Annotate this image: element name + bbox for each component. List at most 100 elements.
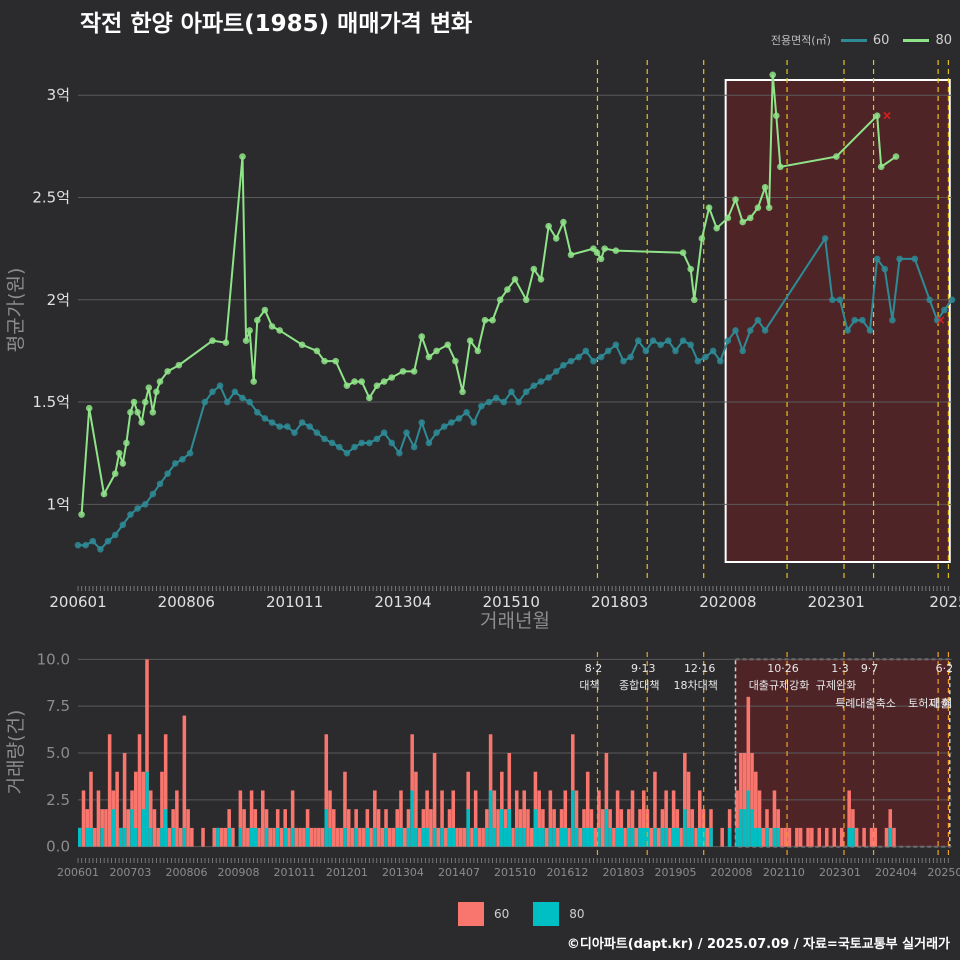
data-point-80: [537, 276, 545, 283]
bar-x-tick-label: 200703: [109, 866, 151, 879]
bar-y-tick-label: 0.0: [46, 838, 70, 856]
bar-60: [358, 827, 362, 847]
bar-80: [675, 827, 680, 847]
bar-80: [343, 827, 347, 847]
data-point-80: [164, 368, 171, 375]
data-point-60: [306, 423, 314, 430]
data-point-80: [444, 341, 452, 349]
bar-80: [597, 827, 601, 847]
data-point-60: [649, 337, 657, 344]
bar-80: [709, 827, 713, 847]
bar-80: [615, 827, 620, 847]
bar-60: [451, 790, 456, 847]
bar-80: [638, 827, 642, 847]
data-point-80: [690, 296, 698, 304]
bar-60: [455, 827, 459, 847]
data-point-60: [709, 347, 717, 355]
bar-x-tick-label: 201304: [382, 866, 424, 879]
bar-x-tick-label: 202008: [710, 866, 752, 879]
bar-80: [641, 827, 646, 847]
bar-60: [436, 827, 441, 847]
bar-80: [518, 827, 523, 847]
data-point-80: [145, 384, 153, 392]
bar-60: [892, 827, 896, 847]
data-point-80: [253, 316, 261, 324]
bar-80: [765, 827, 769, 847]
data-point-80: [418, 333, 426, 340]
bar-60: [268, 827, 273, 847]
data-point-80: [452, 357, 459, 365]
bar-legend-label-80: 80: [569, 907, 585, 921]
data-point-60: [747, 327, 754, 334]
bar-80: [686, 827, 691, 847]
bar-80: [697, 827, 702, 847]
data-point-80: [777, 163, 784, 171]
bar-60: [178, 827, 183, 847]
data-point-80: [769, 71, 777, 79]
event-label: 대출: [930, 697, 950, 710]
bar-60: [810, 827, 814, 847]
event-label: 규제완화: [816, 679, 856, 692]
bar-80: [559, 827, 564, 847]
data-point-60: [246, 398, 253, 406]
x-tick-label: 201011: [266, 593, 323, 611]
data-point-60: [104, 537, 112, 545]
data-point-80: [489, 316, 496, 324]
bar-60: [417, 827, 422, 847]
bar-60: [888, 809, 893, 847]
bar-60: [798, 827, 803, 847]
data-point-60: [821, 235, 829, 242]
bar-60: [559, 809, 564, 847]
bar-60: [556, 827, 560, 847]
bar-60: [839, 827, 844, 847]
bar-60: [384, 809, 388, 847]
data-point-60: [485, 398, 493, 406]
data-point-60: [732, 327, 739, 334]
data-point-80: [123, 439, 130, 447]
data-point-60: [941, 306, 948, 314]
bar-80: [451, 827, 456, 847]
bar-60: [776, 809, 780, 847]
bar-60: [477, 827, 482, 847]
bar-60: [593, 827, 597, 847]
data-point-60: [149, 490, 157, 498]
bar-60: [690, 809, 695, 847]
data-point-60: [276, 423, 283, 430]
bar-60: [470, 827, 474, 847]
bar-80: [253, 827, 258, 847]
data-point-80: [380, 378, 388, 385]
bar-60: [89, 771, 93, 847]
data-point-60: [694, 357, 702, 365]
bar-60: [795, 827, 799, 847]
data-point-60: [201, 398, 209, 406]
bar-60: [619, 809, 624, 847]
bar-80: [772, 827, 777, 847]
data-point-80: [433, 347, 440, 355]
data-point-80: [679, 249, 687, 257]
bar-60: [387, 827, 392, 847]
data-point-60: [448, 419, 455, 426]
data-point-60: [164, 470, 171, 477]
y-tick-label: 3억: [47, 86, 70, 104]
data-point-80: [522, 296, 530, 304]
bar-60: [152, 809, 157, 847]
data-point-80: [332, 357, 340, 365]
data-point-60: [380, 429, 388, 437]
legend-label-80: 80: [935, 32, 952, 48]
data-point-80: [459, 388, 466, 396]
bar-x-tick-label: 201201: [326, 866, 368, 879]
bar-60: [481, 827, 485, 847]
bar-60: [406, 809, 411, 847]
data-point-60: [470, 419, 478, 426]
data-point-60: [223, 398, 231, 406]
bar-x-tick-label: 201803: [602, 866, 644, 879]
bar-60: [148, 790, 153, 847]
data-point-60: [851, 316, 859, 324]
data-point-80: [466, 337, 474, 344]
bar-60: [444, 827, 448, 847]
x-tick-label: 201510: [483, 593, 540, 611]
data-point-60: [74, 541, 82, 549]
bar-80: [264, 827, 269, 847]
bar-60: [298, 827, 302, 847]
top-legend: 전용면적(㎡) 60 80: [771, 32, 952, 48]
